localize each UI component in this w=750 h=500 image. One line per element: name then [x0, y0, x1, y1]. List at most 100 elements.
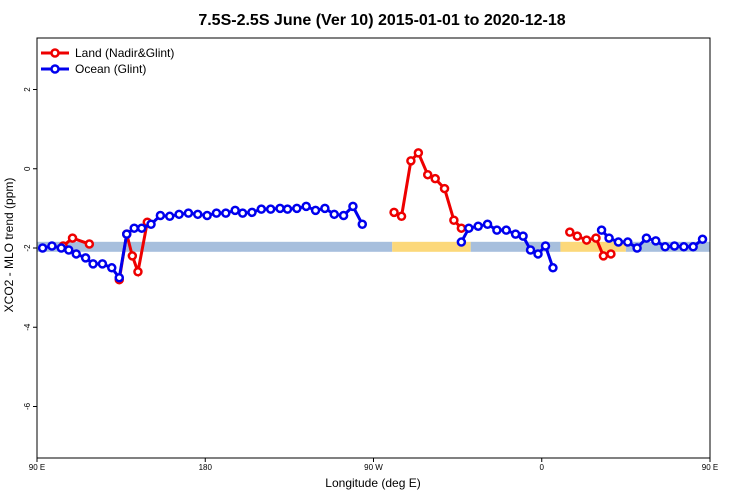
- legend-label-1: Ocean (Glint): [75, 62, 146, 76]
- series-1-point: [292, 203, 302, 214]
- series-1-point: [525, 245, 536, 255]
- series-0-point: [127, 251, 138, 261]
- series-0-point: [598, 251, 609, 261]
- band-segment-2: [470, 241, 561, 252]
- x-axis-label: Longitude (deg E): [325, 476, 420, 490]
- series-1-point: [256, 204, 267, 214]
- band-segment-0: [37, 241, 393, 252]
- x-axis: 90 E 180 90 W 0 90 E: [29, 458, 718, 472]
- series-1-point: [320, 203, 330, 214]
- x-tick-label-3: 0: [540, 463, 545, 472]
- band-segment-3: [560, 241, 626, 252]
- series-1-point: [301, 201, 311, 212]
- series-0-point: [449, 215, 459, 226]
- legend: Land (Nadir&Glint) Ocean (Glint): [41, 46, 174, 76]
- series-1-point: [310, 205, 321, 216]
- series-1-point: [613, 237, 624, 247]
- series-1-point: [548, 263, 558, 273]
- series-1-point: [237, 208, 248, 218]
- chart-title: 7.5S-2.5S June (Ver 10) 2015-01-01 to 20…: [198, 12, 565, 29]
- series-1-point: [641, 233, 652, 243]
- band-segment-1: [392, 241, 471, 252]
- series-1-point: [697, 234, 708, 245]
- series-1-point: [632, 243, 642, 253]
- series-1-point: [622, 237, 633, 247]
- series-1-point: [679, 242, 689, 252]
- y-axis-label: XCO2 - MLO trend (ppm): [2, 178, 16, 313]
- y-tick-label-0: 2: [23, 87, 32, 92]
- y-tick-label-3: -4: [23, 323, 32, 331]
- series-1-point: [510, 229, 521, 239]
- series-1-point: [518, 231, 528, 241]
- series-1-point: [136, 223, 147, 233]
- series-1-point: [473, 221, 483, 231]
- y-tick-label-1: 0: [23, 166, 32, 171]
- y-tick-label-4: -6: [23, 402, 32, 410]
- series-1-point: [456, 237, 467, 247]
- x-tick-label-2: 90 W: [364, 463, 383, 472]
- series-0-point: [439, 183, 450, 194]
- series-1-point: [114, 272, 125, 283]
- legend-marker-1: [50, 64, 60, 74]
- series-1-point: [97, 259, 108, 269]
- series-1-point: [64, 245, 74, 255]
- series-0-point: [606, 249, 616, 259]
- series-1-point: [651, 236, 661, 246]
- series-0: [58, 148, 616, 285]
- series-1-point: [688, 242, 698, 252]
- series-0-point: [396, 211, 407, 222]
- series-0-point: [67, 233, 78, 243]
- series-1-point: [56, 243, 67, 253]
- series-0-point: [430, 173, 440, 184]
- series-1-point: [202, 210, 212, 221]
- series-1-point: [193, 209, 203, 220]
- series-0-point: [572, 231, 583, 241]
- series-0-point: [406, 156, 416, 166]
- series-1-point: [282, 204, 293, 214]
- series-0-point: [456, 223, 467, 233]
- series-0-point: [422, 169, 433, 180]
- series-1-point: [183, 208, 194, 218]
- series-1-point: [604, 233, 614, 243]
- series-0-point: [389, 207, 399, 218]
- series-1-point: [47, 241, 57, 251]
- series-1-point: [37, 243, 48, 253]
- series-1-point: [71, 249, 82, 259]
- series-1-point: [540, 241, 551, 251]
- series-1-point: [230, 205, 240, 216]
- series-1-point: [247, 207, 257, 218]
- series-1-point: [155, 210, 166, 221]
- series-1-point: [348, 201, 358, 212]
- series-1-point: [88, 259, 98, 269]
- series-1-point: [492, 225, 502, 235]
- legend-label-0: Land (Nadir&Glint): [75, 46, 174, 60]
- x-tick-label-0: 90 E: [29, 463, 45, 472]
- y-axis: 2 0 -2 -4 -6: [23, 87, 37, 410]
- series-1-point: [660, 242, 670, 252]
- series-layer: [37, 148, 708, 285]
- series-1-point: [80, 253, 91, 263]
- series-0-point: [565, 227, 575, 237]
- series-0-point: [413, 148, 424, 158]
- series-1-point: [464, 223, 474, 233]
- series-1-point: [129, 223, 139, 233]
- legend-marker-0: [50, 48, 60, 58]
- y-tick-label-2: -2: [23, 244, 32, 252]
- series-0-point: [581, 235, 592, 245]
- x-tick-label-4: 90 E: [702, 463, 718, 472]
- series-1-point: [357, 219, 368, 229]
- series-0-point: [84, 239, 95, 249]
- series-1-point: [533, 249, 543, 259]
- series-0-point: [133, 267, 143, 277]
- series-1-point: [338, 210, 349, 221]
- series-1-point: [596, 225, 607, 235]
- series-1-point: [164, 211, 175, 222]
- series-1-point: [482, 219, 493, 229]
- series-1-point: [121, 229, 132, 239]
- series-1-point: [329, 209, 339, 220]
- series-1-point: [174, 209, 184, 220]
- series-1-point: [275, 203, 285, 214]
- series-1-point: [107, 263, 117, 273]
- series-1-point: [669, 241, 680, 251]
